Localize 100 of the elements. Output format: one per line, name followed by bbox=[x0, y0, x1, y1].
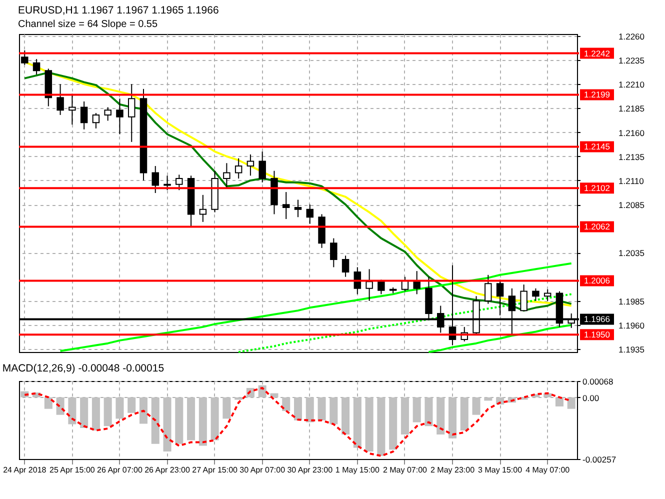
x-tick-label: 25 Apr 15:00 bbox=[50, 466, 96, 474]
candlestick bbox=[544, 288, 552, 302]
bar bbox=[92, 397, 100, 430]
candlestick bbox=[484, 274, 492, 304]
bar bbox=[68, 397, 76, 424]
bar bbox=[318, 397, 326, 420]
bar bbox=[400, 397, 409, 435]
ref-line-label: 1.1966 bbox=[584, 314, 610, 324]
candlestick bbox=[116, 98, 124, 135]
bar bbox=[389, 397, 398, 450]
candlestick bbox=[258, 151, 266, 183]
candlestick bbox=[164, 175, 171, 191]
bar bbox=[187, 397, 196, 440]
x-tick-label: 4 May 07:00 bbox=[526, 466, 570, 474]
candlestick bbox=[520, 284, 528, 312]
ref-line-label: 1.2006 bbox=[584, 276, 610, 286]
bar bbox=[44, 397, 52, 409]
bar bbox=[104, 397, 112, 426]
candlestick bbox=[330, 238, 338, 268]
y-tick-label: 1.2235 bbox=[618, 56, 645, 66]
bar bbox=[116, 397, 124, 419]
candlestick bbox=[223, 162, 230, 189]
candlestick bbox=[496, 279, 504, 316]
bar bbox=[222, 397, 231, 419]
candlestick bbox=[56, 84, 64, 116]
bar bbox=[198, 397, 207, 446]
bar bbox=[139, 397, 148, 424]
bar bbox=[306, 397, 314, 422]
candlestick bbox=[128, 84, 136, 142]
y-tick-label: -0.00257 bbox=[582, 454, 616, 464]
bar bbox=[424, 397, 433, 426]
bar bbox=[151, 397, 160, 444]
candlestick bbox=[246, 154, 254, 176]
chart-subtitle: Channel size = 64 Slope = 0.55 bbox=[18, 18, 158, 30]
bar bbox=[163, 397, 172, 452]
candlestick bbox=[413, 270, 420, 295]
bar bbox=[412, 397, 421, 422]
bar bbox=[460, 397, 468, 430]
bar bbox=[567, 397, 576, 409]
y-tick-label: 1.2135 bbox=[618, 152, 645, 162]
candlestick bbox=[104, 106, 112, 122]
candlestick bbox=[294, 199, 302, 218]
ref-line-label: 1.2145 bbox=[584, 142, 610, 152]
y-tick-label: 0.00 bbox=[582, 392, 600, 403]
y-tick-label: 1.2110 bbox=[618, 176, 644, 186]
y-tick-label: 1.2210 bbox=[618, 80, 645, 90]
y-tick-label: 1.2085 bbox=[618, 200, 645, 210]
x-tick-label: 26 Apr 07:00 bbox=[97, 466, 143, 474]
candlestick bbox=[199, 194, 207, 222]
y-tick-label: 1.2260 bbox=[618, 31, 645, 42]
line-series bbox=[428, 324, 572, 353]
bar bbox=[330, 397, 338, 424]
line-series bbox=[59, 262, 572, 352]
x-tick-label: 30 Apr 07:00 bbox=[240, 466, 286, 474]
bar bbox=[128, 397, 136, 413]
chart-title: MACD(12,26,9) -0.00048 -0.00015 bbox=[2, 362, 164, 374]
candlestick bbox=[176, 174, 183, 191]
y-tick-label: 1.1985 bbox=[618, 296, 645, 306]
y-tick-label: 0.00068 bbox=[582, 376, 614, 386]
x-tick-label: 26 Apr 23:00 bbox=[144, 466, 190, 474]
candlestick bbox=[366, 268, 373, 302]
bar bbox=[448, 397, 457, 438]
x-tick-label: 27 Apr 15:00 bbox=[192, 466, 238, 474]
bar bbox=[80, 397, 88, 428]
ref-line-label: 1.1950 bbox=[584, 330, 610, 340]
candlestick bbox=[234, 158, 242, 180]
bar bbox=[365, 397, 374, 452]
x-tick-label: 3 May 15:00 bbox=[478, 466, 523, 474]
ref-line-label: 1.2199 bbox=[584, 90, 610, 100]
ref-line-label: 1.2102 bbox=[584, 183, 610, 194]
y-tick-label: 1.1935 bbox=[618, 344, 645, 355]
bar bbox=[342, 397, 350, 435]
candlestick bbox=[80, 100, 88, 130]
candlestick bbox=[92, 112, 100, 129]
candlestick bbox=[32, 58, 40, 75]
candlestick bbox=[306, 204, 314, 224]
bar bbox=[555, 397, 564, 406]
candlestick bbox=[342, 255, 350, 278]
y-tick-label: 1.2160 bbox=[618, 128, 645, 138]
bar bbox=[436, 397, 445, 435]
bar bbox=[353, 397, 362, 448]
ref-line-label: 1.2062 bbox=[584, 222, 610, 232]
x-tick-label: 2 May 23:00 bbox=[430, 466, 476, 474]
bar bbox=[270, 393, 278, 398]
candlestick bbox=[68, 93, 76, 126]
candlestick bbox=[282, 192, 290, 220]
y-tick-label: 1.1960 bbox=[618, 320, 645, 331]
x-tick-label: 2 May 07:00 bbox=[382, 466, 428, 474]
bar bbox=[175, 397, 184, 444]
x-tick-label: 1 May 15:00 bbox=[335, 466, 380, 474]
x-tick-label: 30 Apr 23:00 bbox=[287, 466, 334, 474]
candlestick bbox=[152, 166, 159, 194]
bar bbox=[294, 397, 302, 420]
bar bbox=[210, 397, 219, 440]
candlestick bbox=[532, 288, 540, 302]
y-tick-label: 1.2035 bbox=[618, 248, 645, 258]
bar bbox=[472, 397, 480, 415]
bar bbox=[377, 397, 386, 456]
chart-title: EURUSD,H1 1.1967 1.1967 1.1965 1.1966 bbox=[18, 4, 219, 16]
bar bbox=[282, 397, 290, 411]
